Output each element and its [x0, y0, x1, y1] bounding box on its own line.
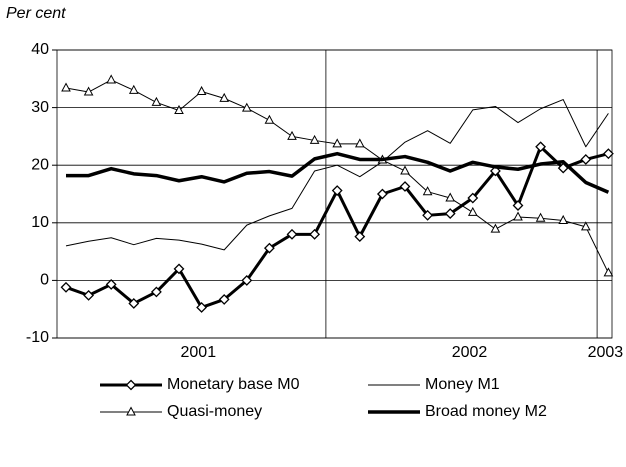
triangle-marker: [535, 212, 546, 222]
y-tick-label: 0: [40, 272, 49, 289]
legend-label: Broad money M2: [425, 403, 547, 420]
y-tick-label: -10: [26, 329, 49, 346]
triangle-marker: [106, 74, 117, 84]
diamond-marker: [376, 188, 388, 200]
triangle-marker: [422, 186, 433, 196]
triangle-marker: [61, 82, 71, 92]
diamond-marker: [150, 286, 162, 298]
y-tick-label: 20: [31, 156, 49, 173]
x-group-label: 2001: [181, 344, 217, 361]
legend-marker: [126, 406, 136, 416]
triangle-marker: [241, 102, 252, 112]
series-line: [65, 99, 609, 251]
legend-label: Quasi-money: [167, 403, 262, 420]
x-group-label: 2003: [588, 344, 624, 361]
diamond-marker: [196, 302, 208, 313]
triangle-marker: [151, 96, 162, 106]
diamond-marker: [422, 209, 434, 221]
triangle-marker: [445, 192, 456, 202]
triangle-marker: [309, 134, 320, 144]
triangle-marker: [83, 86, 94, 96]
legend-marker: [125, 379, 137, 391]
diamond-marker: [467, 192, 479, 204]
y-axis-label: Per cent: [6, 5, 66, 22]
triangle-marker: [196, 85, 207, 95]
triangle-marker: [264, 114, 275, 124]
diamond-marker: [580, 154, 592, 165]
diamond-marker: [241, 274, 253, 286]
triangle-marker: [513, 211, 523, 221]
triangle-marker: [467, 206, 478, 216]
triangle-marker: [287, 130, 297, 140]
triangle-marker: [400, 165, 410, 175]
y-tick-label: 10: [31, 214, 49, 231]
triangle-marker: [128, 84, 139, 94]
diamond-marker: [263, 242, 275, 254]
diamond-marker: [354, 231, 366, 243]
y-tick-label: 30: [31, 99, 49, 116]
y-tick-label: 40: [31, 41, 49, 58]
legend-label: Monetary base M0: [167, 376, 300, 393]
diamond-marker: [173, 263, 185, 275]
diamond-marker: [535, 141, 547, 153]
diamond-marker: [602, 148, 614, 160]
diamond-marker: [105, 279, 117, 290]
diamond-marker: [309, 228, 321, 240]
diamond-marker: [286, 228, 298, 240]
triangle-marker: [603, 267, 614, 277]
diamond-marker: [83, 289, 95, 301]
triangle-marker: [580, 221, 591, 231]
triangle-marker: [558, 214, 569, 224]
diamond-marker: [331, 185, 343, 196]
triangle-marker: [490, 223, 501, 233]
x-group-label: 2002: [452, 344, 488, 361]
series-line: [66, 151, 610, 194]
legend-label: Money M1: [425, 376, 500, 393]
diamond-marker: [512, 200, 524, 211]
diamond-marker: [444, 208, 456, 220]
triangle-marker: [332, 138, 343, 148]
plot-frame: [56, 49, 613, 339]
diamond-marker: [218, 293, 230, 305]
triangle-marker: [354, 138, 365, 148]
diamond-marker: [128, 298, 140, 309]
triangle-marker: [174, 104, 184, 114]
series-line: [65, 145, 609, 309]
triangle-marker: [219, 92, 230, 102]
diamond-marker: [399, 181, 411, 192]
diamond-marker: [60, 281, 72, 293]
